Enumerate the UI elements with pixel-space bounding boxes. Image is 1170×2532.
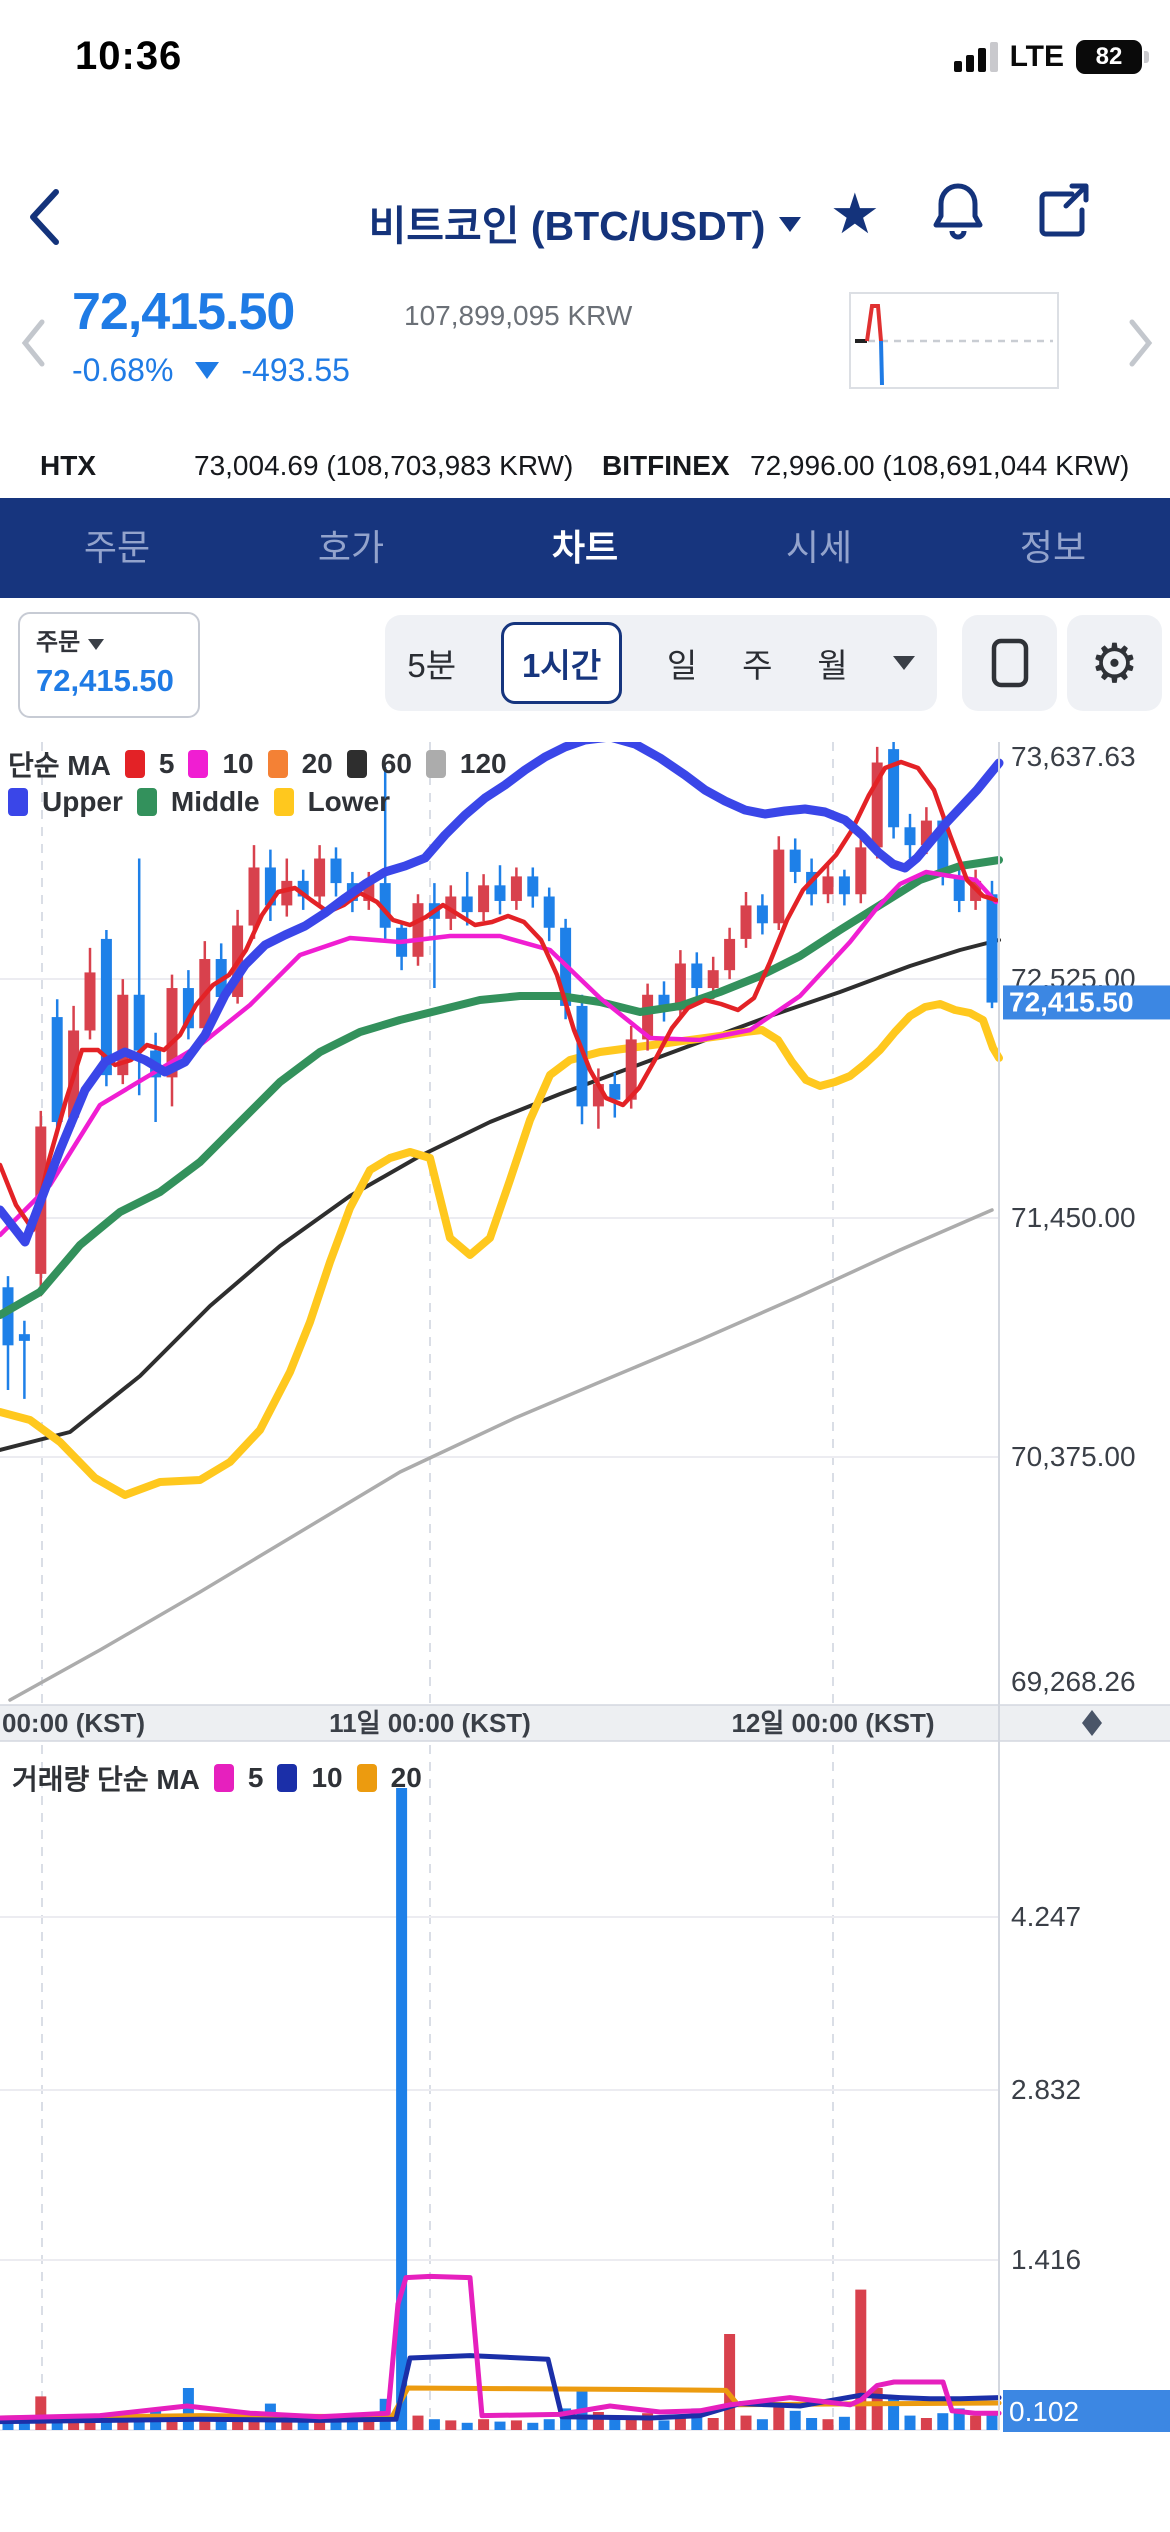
time-axis-band (0, 1705, 1170, 1741)
legend-item: 10 (222, 748, 254, 779)
legend-swatch-icon (213, 1764, 234, 1792)
change-absolute: -493.55 (241, 352, 350, 388)
chart-area[interactable]: 00:00 (KST) 11일 00:00 (KST) 12일 00:00 (KST… (0, 729, 1170, 2532)
time-axis-label: 00:00 (KST) (2, 1708, 145, 1738)
legend-item: 10 (311, 1762, 343, 1793)
axis-scale-arrows-icon (1082, 1710, 1102, 1736)
battery-icon: 82 (1076, 40, 1149, 74)
legend-swatch-icon (124, 750, 145, 778)
price-axis-label: 69,268.26 (1011, 1666, 1136, 1697)
timeframe-month[interactable]: 월 (817, 647, 848, 684)
time-axis-label: 12일 00:00 (KST) (731, 1708, 934, 1738)
svg-text:72,415.50: 72,415.50 (1009, 986, 1134, 1017)
legend-item: Middle (170, 786, 260, 817)
time-axis-label: 11일 00:00 (KST) (329, 1708, 531, 1738)
prev-pair-chevron-icon[interactable] (20, 318, 46, 373)
legend-swatch-icon (273, 788, 294, 816)
exchange-2-name: BITFINEX (602, 450, 730, 481)
order-price-box[interactable]: 주문 72,415.50 (18, 612, 200, 718)
legend-item: 5 (247, 1762, 264, 1793)
legend-item: 5 (158, 748, 175, 779)
volume-axis-label: 1.416 (1011, 2244, 1081, 2275)
volume-bars (2, 1788, 998, 2430)
gear-icon: ⚙ (1090, 631, 1139, 695)
legend-swatch-icon (356, 1764, 377, 1792)
tab-info[interactable]: 정보 (1019, 527, 1087, 568)
current-volume-badge (1003, 2390, 1170, 2432)
alert-bell-icon[interactable] (932, 182, 984, 245)
chart-canvas[interactable]: 00:00 (KST) 11일 00:00 (KST) 12일 00:00 (KST… (0, 729, 1170, 2532)
timeframe-5min[interactable]: 5분 (407, 647, 457, 684)
vol-ma5 (0, 2273, 1002, 2421)
share-icon[interactable] (1036, 182, 1092, 245)
change-row: -0.68% -493.55 (72, 352, 350, 389)
legend-swatch-icon (267, 750, 288, 778)
legend-swatch-icon (277, 1764, 298, 1792)
status-time: 10:36 (75, 34, 183, 78)
svg-text:0.102: 0.102 (1009, 2396, 1079, 2427)
legend-item: Lower (307, 786, 391, 817)
legend-swatch-icon (188, 750, 209, 778)
volume-ma-legend: 거래량 단순 MA 5 10 20 (12, 1758, 422, 1798)
main-tabbar: 주문 호가 차트 시세 정보 (0, 498, 1170, 598)
exchange-1-name: HTX (40, 450, 96, 481)
current-price-badge (1003, 985, 1170, 1020)
legend-item: Upper (42, 786, 123, 817)
legend-item: 20 (390, 1762, 422, 1793)
fullscreen-button[interactable] (962, 615, 1057, 711)
price-ma-legend: 단순 MA 5 10 20 60 120 (8, 744, 507, 784)
legend-label: 거래량 단순 MA (12, 1764, 200, 1795)
bollinger-legend: Upper Middle Lower (8, 786, 390, 818)
timeframe-day[interactable]: 일 (666, 647, 698, 684)
exchange-2-price: 72,996.00 (108,691,044 KRW) (750, 450, 1130, 481)
tab-market[interactable]: 시세 (785, 527, 853, 568)
upper (0, 732, 1004, 1247)
ma60 (0, 938, 1001, 1452)
price-axis-label: 73,637.63 (1011, 742, 1136, 772)
timeframe-more-caret-icon[interactable] (892, 656, 915, 670)
tab-orderbook[interactable]: 호가 (317, 527, 385, 568)
favorite-star-icon[interactable]: ★ (829, 181, 880, 245)
status-right-cluster: LTE 82 (953, 40, 1149, 74)
tab-order[interactable]: 주문 (83, 527, 151, 568)
pair-title[interactable]: 비트코인 (BTC/USDT) (0, 192, 1170, 252)
order-price-value: 72,415.50 (36, 663, 174, 698)
change-percent: -0.68% (72, 352, 174, 388)
volume-axis-label: 4.247 (1011, 1901, 1081, 1932)
mini-sparkline (849, 292, 1059, 389)
ma120 (8, 1208, 994, 1702)
vol-ma10 (0, 2353, 1002, 2425)
timeframe-segment: 5분 1시간 일 주 월 (385, 615, 937, 711)
volume-axis-label: 2.832 (1011, 2074, 1081, 2105)
next-pair-chevron-icon[interactable] (1128, 318, 1154, 373)
legend-label: 단순 MA (8, 750, 111, 781)
price-axis-label: 71,450.00 (1011, 1202, 1136, 1233)
back-button[interactable] (26, 188, 62, 251)
exchange-1-price: 73,004.69 (108,703,983 KRW) (194, 450, 574, 481)
current-price: 72,415.50 (72, 283, 295, 341)
legend-item: 120 (459, 748, 507, 779)
ma5 (0, 759, 999, 1233)
legend-swatch-icon (425, 750, 446, 778)
middle (0, 856, 1003, 1319)
order-caret-icon (88, 639, 105, 650)
down-triangle-icon (195, 362, 220, 379)
legend-swatch-icon (136, 788, 157, 816)
signal-strength-icon (953, 42, 998, 72)
legend-swatch-icon (8, 788, 28, 816)
price-axis-label: 70,375.00 (1011, 1441, 1136, 1472)
candles (2, 729, 998, 1399)
timeframe-week[interactable]: 주 (742, 647, 773, 684)
pair-dropdown-caret-icon (779, 217, 802, 232)
legend-item: 20 (301, 748, 333, 779)
krw-equivalent: 107,899,095 KRW (404, 300, 633, 331)
legend-item: 60 (380, 748, 412, 779)
network-type-label: LTE (1009, 40, 1064, 73)
legend-swatch-icon (346, 750, 367, 778)
tab-chart[interactable]: 차트 (551, 527, 619, 568)
timeframe-1hour-selected[interactable]: 1시간 (500, 622, 623, 704)
chart-settings-button[interactable]: ⚙ (1067, 615, 1162, 711)
